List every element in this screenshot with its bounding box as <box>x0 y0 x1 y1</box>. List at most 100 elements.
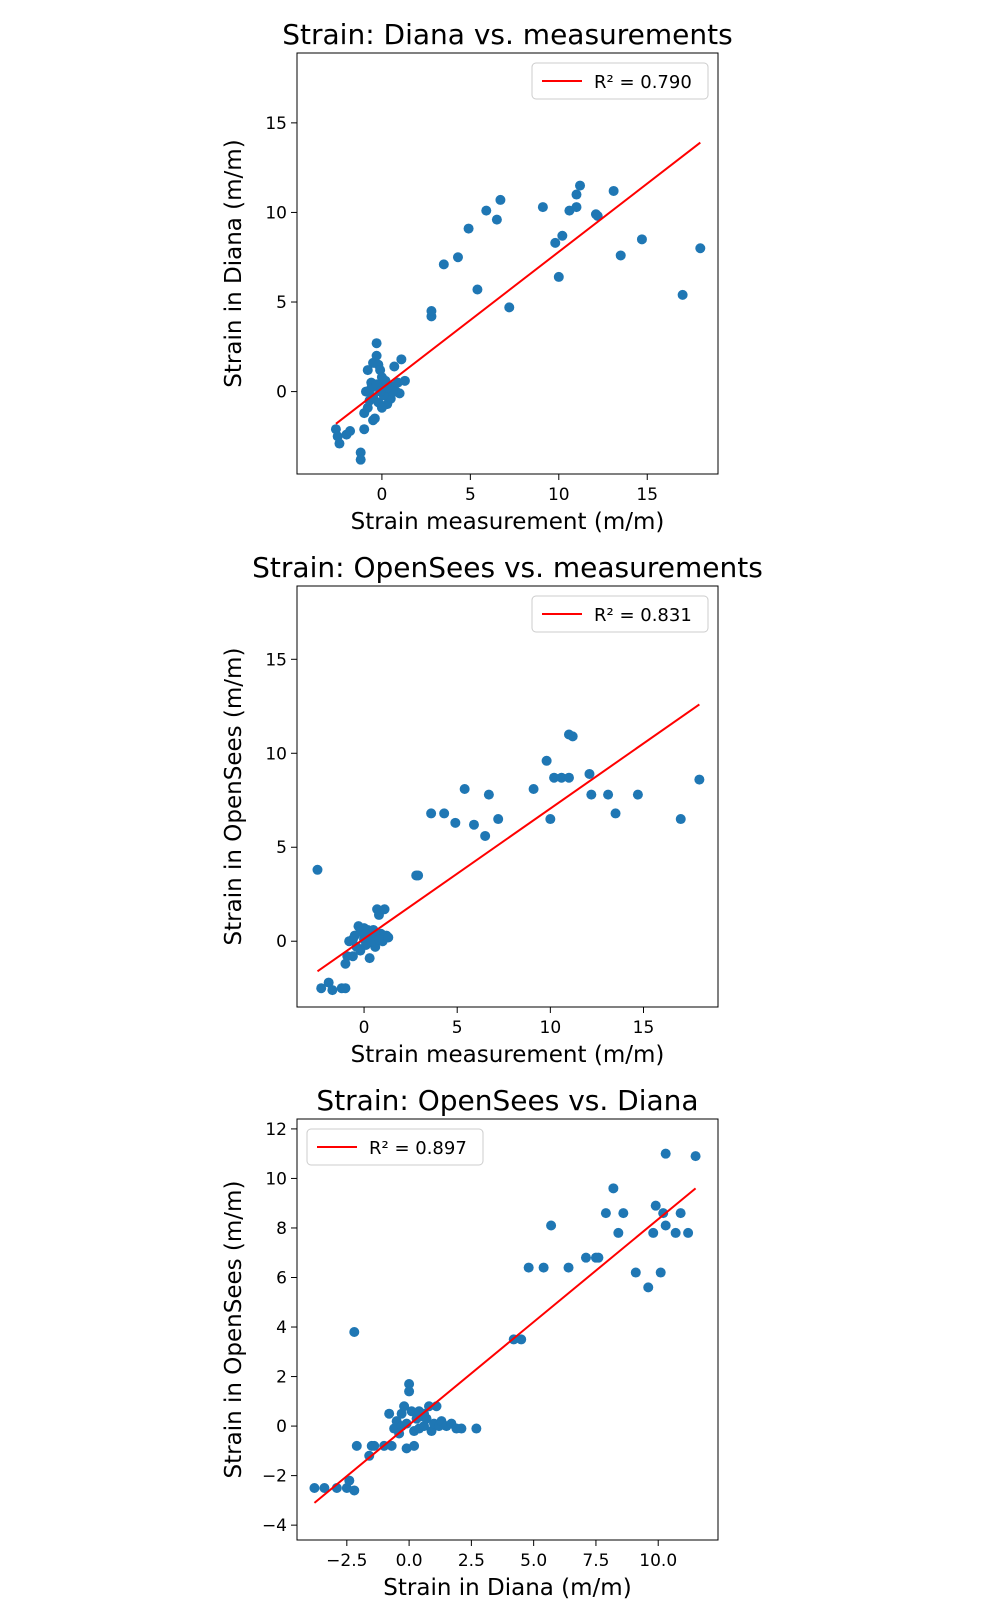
x-axis-label: Strain measurement (m/m) <box>351 509 665 535</box>
legend: R² = 0.897 <box>306 1128 484 1166</box>
regression-line <box>335 141 701 425</box>
data-point <box>472 284 483 295</box>
x-axis-label: Strain in Diana (m/m) <box>383 1575 631 1600</box>
data-point <box>383 932 394 943</box>
data-point <box>571 189 582 200</box>
data-point <box>396 354 407 365</box>
data-point <box>355 454 366 465</box>
data-point <box>349 1326 360 1337</box>
data-point <box>545 814 556 825</box>
data-point <box>537 202 548 213</box>
data-point <box>389 361 400 372</box>
data-point <box>493 814 504 825</box>
data-point <box>523 1262 534 1273</box>
y-tick-label: 15 <box>265 650 287 670</box>
data-point <box>456 1423 467 1434</box>
data-point <box>452 252 463 263</box>
data-point <box>584 768 595 779</box>
y-tick-label: 15 <box>265 114 287 134</box>
data-point <box>426 808 437 819</box>
data-point <box>563 1262 574 1273</box>
data-point <box>643 1282 654 1293</box>
data-point <box>355 945 366 956</box>
data-point <box>549 772 560 783</box>
y-tick-label: 0 <box>276 383 287 403</box>
data-point <box>404 1378 415 1389</box>
x-tick-label: 5 <box>465 485 476 505</box>
x-tick-label: −2.5 <box>326 1551 367 1571</box>
data-point <box>557 230 568 241</box>
chart-title: Strain: OpenSees vs. measurements <box>252 551 763 584</box>
y-tick-label: 5 <box>276 293 287 313</box>
x-tick-label: 15 <box>633 1018 655 1038</box>
data-point <box>327 985 338 996</box>
y-axis-label: Strain in Diana (m/m) <box>221 139 247 387</box>
data-point <box>675 1208 686 1219</box>
data-point <box>439 808 450 819</box>
legend-box <box>306 1128 484 1166</box>
data-layer <box>312 703 705 996</box>
data-point <box>309 1482 320 1493</box>
data-point <box>364 1450 375 1461</box>
legend-label: R² = 0.831 <box>594 605 692 626</box>
data-point <box>516 1334 527 1345</box>
data-point <box>677 289 688 300</box>
data-point <box>600 1208 611 1219</box>
data-point <box>556 772 567 783</box>
data-point <box>362 365 373 376</box>
data-point <box>384 1408 395 1419</box>
plot-area <box>297 1119 718 1540</box>
data-point <box>345 426 356 437</box>
y-tick-label: −4 <box>262 1516 287 1536</box>
regression-line <box>316 703 700 973</box>
data-point <box>426 305 437 316</box>
legend-label: R² = 0.790 <box>594 72 692 93</box>
data-point <box>550 237 561 248</box>
data-point <box>690 1151 701 1162</box>
data-point <box>592 211 603 222</box>
data-point <box>406 1406 417 1417</box>
y-tick-label: 10 <box>265 203 287 223</box>
data-point <box>695 243 706 254</box>
data-point <box>351 1440 362 1451</box>
x-tick-label: 2.5 <box>458 1551 485 1571</box>
y-tick-label: 10 <box>265 1169 287 1189</box>
data-point <box>355 447 366 458</box>
data-point <box>655 1267 666 1278</box>
data-point <box>694 774 705 785</box>
data-point <box>480 830 491 841</box>
x-tick-label: 10 <box>540 1018 562 1038</box>
y-tick-label: 0 <box>276 1417 287 1437</box>
data-point <box>371 338 382 349</box>
data-point <box>683 1227 694 1238</box>
data-point <box>504 302 515 313</box>
data-point <box>538 1262 549 1273</box>
data-point <box>399 375 410 386</box>
data-point <box>563 772 574 783</box>
data-point <box>528 783 539 794</box>
y-tick-label: −2 <box>262 1467 287 1487</box>
x-tick-label: 10 <box>548 485 570 505</box>
data-point <box>323 977 334 988</box>
data-point <box>608 185 619 196</box>
data-point <box>450 817 461 828</box>
data-point <box>463 223 474 234</box>
chart-1: Strain: Diana vs. measurements 0 5 10 15 0 5 10… <box>221 18 733 535</box>
data-point <box>399 1401 410 1412</box>
data-point <box>610 808 621 819</box>
data-point <box>586 789 597 800</box>
data-point <box>580 1252 591 1263</box>
y-tick-label: 8 <box>276 1219 287 1239</box>
data-point <box>413 870 424 881</box>
plot-frame <box>296 585 719 1008</box>
data-point <box>459 783 470 794</box>
data-point <box>636 234 647 245</box>
data-point <box>650 1200 661 1211</box>
data-point <box>369 413 380 424</box>
x-tick-label: 7.5 <box>582 1551 609 1571</box>
data-point <box>553 271 564 282</box>
data-layer <box>330 141 706 465</box>
data-point <box>575 180 586 191</box>
chart-title: Strain: OpenSees vs. Diana <box>316 1084 698 1117</box>
